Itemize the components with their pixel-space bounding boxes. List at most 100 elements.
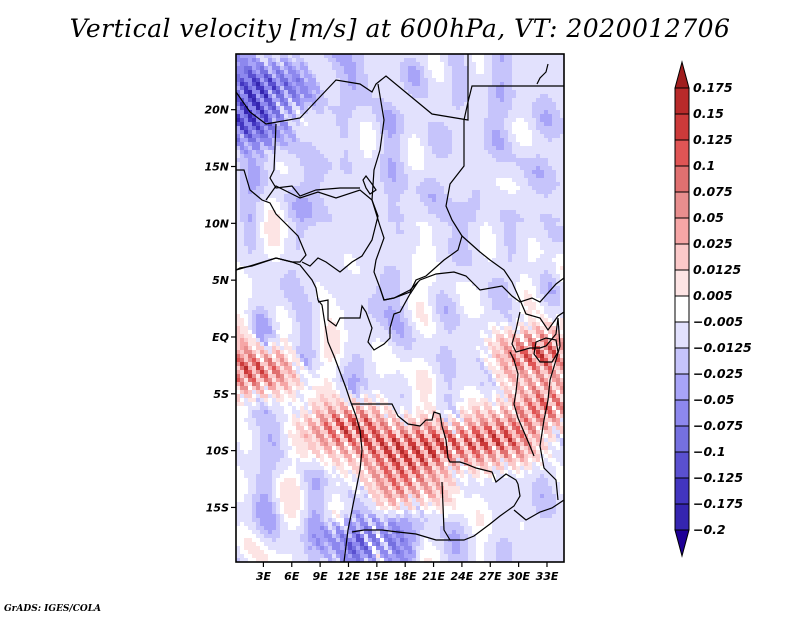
field-cell xyxy=(548,274,552,278)
field-cell xyxy=(468,130,472,134)
field-cell xyxy=(428,78,432,82)
field-cell xyxy=(240,82,244,86)
field-cell xyxy=(560,322,564,326)
field-cell xyxy=(332,286,336,290)
field-cell xyxy=(256,174,260,178)
field-cell xyxy=(256,134,260,138)
field-cell xyxy=(352,318,356,322)
field-cell xyxy=(480,98,484,102)
field-cell xyxy=(304,302,308,306)
field-cell xyxy=(460,206,464,210)
field-cell xyxy=(392,246,396,250)
field-cell xyxy=(252,202,256,206)
field-cell xyxy=(336,278,340,282)
field-cell xyxy=(388,290,392,294)
field-cell xyxy=(320,58,324,62)
field-cell xyxy=(436,118,440,122)
field-cell xyxy=(492,94,496,98)
field-cell xyxy=(356,62,360,66)
field-cell xyxy=(432,238,436,242)
field-cell xyxy=(308,162,312,166)
field-cell xyxy=(344,246,348,250)
field-cell xyxy=(316,174,320,178)
field-cell xyxy=(508,158,512,162)
field-cell xyxy=(352,158,356,162)
field-cell xyxy=(396,202,400,206)
field-cell xyxy=(516,70,520,74)
field-cell xyxy=(264,190,268,194)
field-cell xyxy=(388,174,392,178)
field-cell xyxy=(432,78,436,82)
field-cell xyxy=(512,98,516,102)
field-cell xyxy=(416,98,420,102)
field-cell xyxy=(292,210,296,214)
field-cell xyxy=(524,210,528,214)
field-cell xyxy=(488,122,492,126)
field-cell xyxy=(440,310,444,314)
field-cell xyxy=(316,126,320,130)
field-cell xyxy=(368,266,372,270)
field-cell xyxy=(404,314,408,318)
field-cell xyxy=(240,258,244,262)
field-cell xyxy=(436,114,440,118)
field-cell xyxy=(336,146,340,150)
field-cell xyxy=(520,190,524,194)
field-cell xyxy=(444,150,448,154)
field-cell xyxy=(272,150,276,154)
field-cell xyxy=(460,178,464,182)
field-cell xyxy=(528,86,532,90)
field-cell xyxy=(296,82,300,86)
field-cell xyxy=(272,234,276,238)
field-cell xyxy=(288,94,292,98)
field-cell xyxy=(344,202,348,206)
field-cell xyxy=(512,202,516,206)
field-cell xyxy=(344,102,348,106)
field-cell xyxy=(344,282,348,286)
field-cell xyxy=(384,238,388,242)
field-cell xyxy=(292,134,296,138)
field-cell xyxy=(348,238,352,242)
field-cell xyxy=(384,194,388,198)
field-cell xyxy=(348,130,352,134)
field-cell xyxy=(496,142,500,146)
field-cell xyxy=(512,254,516,258)
field-cell xyxy=(304,218,308,222)
field-cell xyxy=(328,238,332,242)
field-cell xyxy=(428,158,432,162)
field-cell xyxy=(468,158,472,162)
field-cell xyxy=(548,282,552,286)
field-cell xyxy=(356,206,360,210)
field-cell xyxy=(472,74,476,78)
field-cell xyxy=(492,146,496,150)
field-cell xyxy=(280,126,284,130)
field-cell xyxy=(372,306,376,310)
field-cell xyxy=(404,266,408,270)
field-cell xyxy=(560,118,564,122)
field-cell xyxy=(384,110,388,114)
field-cell xyxy=(304,98,308,102)
field-cell xyxy=(512,114,516,118)
field-cell xyxy=(352,174,356,178)
field-cell xyxy=(548,250,552,254)
field-cell xyxy=(308,174,312,178)
field-cell xyxy=(504,282,508,286)
field-cell xyxy=(408,114,412,118)
field-cell xyxy=(492,150,496,154)
field-cell xyxy=(320,242,324,246)
field-cell xyxy=(532,226,536,230)
field-cell xyxy=(400,58,404,62)
field-cell xyxy=(540,162,544,166)
field-cell xyxy=(396,98,400,102)
field-cell xyxy=(528,314,532,318)
field-cell xyxy=(424,146,428,150)
field-cell xyxy=(544,218,548,222)
field-cell xyxy=(380,170,384,174)
field-cell xyxy=(476,102,480,106)
field-cell xyxy=(424,218,428,222)
field-cell xyxy=(536,58,540,62)
field-cell xyxy=(292,190,296,194)
field-cell xyxy=(356,154,360,158)
field-cell xyxy=(528,222,532,226)
field-cell xyxy=(560,102,564,106)
field-cell xyxy=(292,174,296,178)
